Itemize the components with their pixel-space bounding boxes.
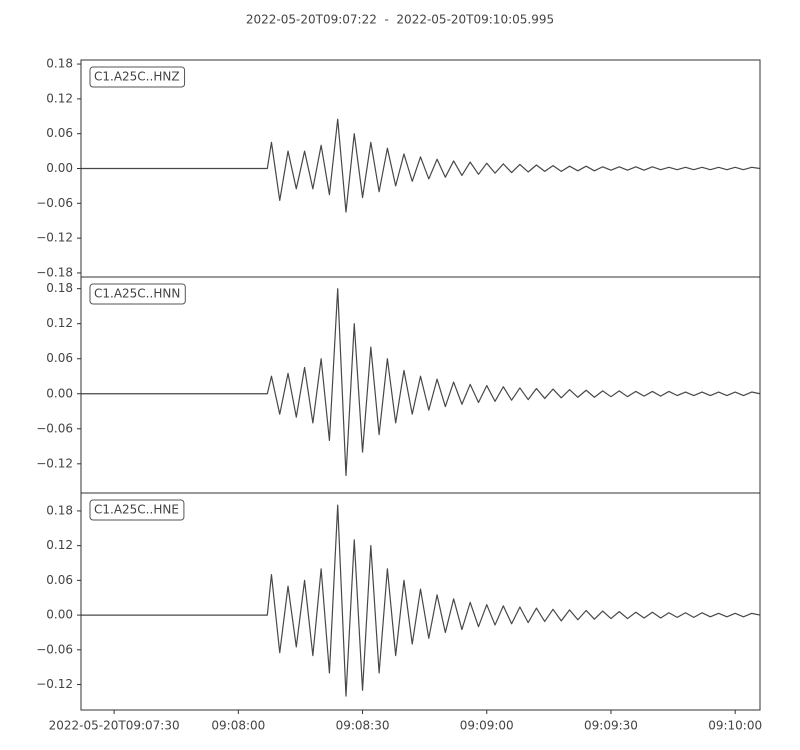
y-tick-label: 0.12 — [46, 91, 73, 105]
y-tick-label: −0.12 — [36, 231, 73, 245]
trace-label: C1.A25C..HNZ — [94, 70, 180, 84]
y-tick-label: 0.18 — [46, 281, 73, 295]
y-tick-label: 0.12 — [46, 538, 73, 552]
trace-label: C1.A25C..HNE — [94, 503, 179, 517]
y-tick-label: −0.06 — [36, 642, 73, 656]
x-tick-label: 09:09:30 — [584, 719, 638, 733]
y-tick-label: 0.00 — [46, 161, 73, 175]
x-tick-label: 2022-05-20T09:07:30 — [49, 719, 180, 733]
y-tick-label: 0.06 — [46, 573, 73, 587]
frame — [80, 492, 761, 711]
waveform — [81, 118, 761, 213]
waveform — [81, 504, 761, 697]
x-tick-label: 09:08:30 — [336, 719, 390, 733]
x-tick-label: 09:08:00 — [211, 719, 265, 733]
trace-label-box — [89, 66, 186, 88]
x-tick-label: 09:09:00 — [460, 719, 514, 733]
y-tick-label: 0.06 — [46, 351, 73, 365]
y-tick-label: −0.06 — [36, 196, 73, 210]
waveform — [81, 288, 761, 477]
y-tick-label: −0.06 — [36, 421, 73, 435]
y-tick-label: 0.00 — [46, 386, 73, 400]
y-tick-label: 0.00 — [46, 608, 73, 622]
y-tick-label: −0.12 — [36, 677, 73, 691]
trace-label-box — [89, 499, 185, 521]
y-tick-label: 0.18 — [46, 57, 73, 71]
trace-label: C1.A25C..HNN — [94, 287, 180, 301]
x-tick-label: 09:10:00 — [708, 719, 762, 733]
y-tick-label: 0.18 — [46, 503, 73, 517]
y-tick-label: 0.12 — [46, 316, 73, 330]
y-tick-label: −0.18 — [36, 265, 73, 279]
y-tick-label: 0.06 — [46, 126, 73, 140]
y-tick-label: −0.12 — [36, 456, 73, 470]
trace-label-box — [89, 283, 186, 305]
frame — [80, 276, 761, 494]
chart-title: 2022-05-20T09:07:22 - 2022-05-20T09:10:0… — [246, 13, 554, 27]
